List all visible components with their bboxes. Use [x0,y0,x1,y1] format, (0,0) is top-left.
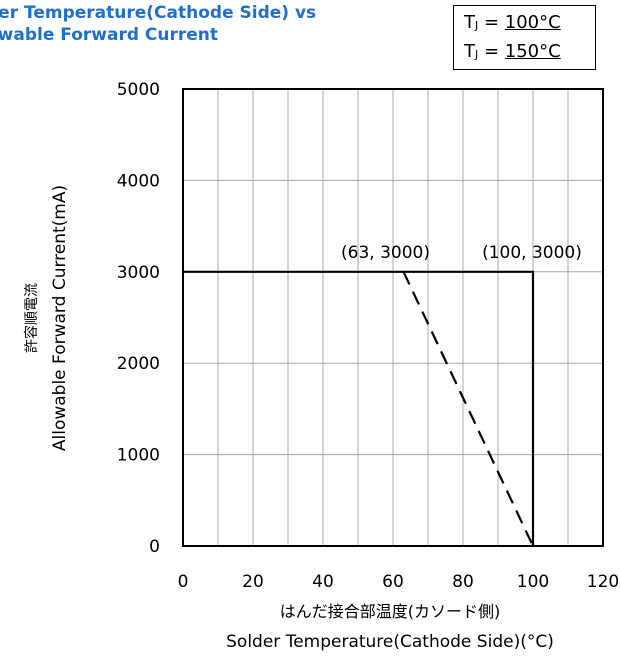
legend: TJ = 100°C TJ = 150°C [453,5,596,70]
series-line-2-dashed [402,271,534,547]
x-tick-label-100: 100 [517,572,549,592]
y-tick-label-5000: 5000 [117,80,160,100]
x-tick-label-80: 80 [452,572,474,592]
grid-lines [183,89,603,546]
y-tick-label-1000: 1000 [117,446,160,466]
legend-entry-2-eq: = [478,41,505,62]
legend-entry-1-sub: J [475,19,479,32]
series-line-1-solid [183,270,535,546]
x-tick-label-0: 0 [178,572,189,592]
x-tick-label-120: 120 [587,572,619,592]
y-tick-labels: 0 1000 2000 3000 4000 5000 [117,80,160,557]
x-axis-label: Solder Temperature(Cathode Side)(°C) [226,632,554,652]
legend-entry-1-value: 100°C [504,12,561,33]
x-tick-label-40: 40 [312,572,334,592]
annotations: (63, 3000) (100, 3000) [341,243,582,263]
chart-title-line-2: owable Forward Current [0,25,219,45]
annotation-1: (63, 3000) [341,243,430,263]
x-tick-label-20: 20 [242,572,264,592]
y-tick-label-0: 0 [149,537,160,557]
legend-entry-2-value: 150°C [504,41,561,62]
x-tick-label-60: 60 [382,572,404,592]
x-tick-labels: 0 20 40 60 80 100 120 [178,572,620,592]
legend-entry-1: TJ = 100°C [464,12,561,33]
legend-entry-2-sub: J [475,48,479,61]
legend-entry-2: TJ = 150°C [464,41,561,62]
x-axis-label-jp: はんだ接合部温度(カソード側) [280,602,501,621]
series-layer [183,270,535,547]
legend-entry-1-eq: = [478,12,505,33]
y-axis-label-jp: 許容順電流 [23,283,40,353]
chart-title-line-1: der Temperature(Cathode Side) vs [0,3,317,23]
y-tick-label-2000: 2000 [117,354,160,374]
y-tick-label-4000: 4000 [117,171,160,191]
y-tick-label-3000: 3000 [117,263,160,283]
annotation-2: (100, 3000) [482,243,582,263]
plot-frame [182,88,604,547]
chart-title: der Temperature(Cathode Side) vs owable … [0,2,446,46]
y-axis-label: Allowable Forward Current(mA) [50,185,70,451]
legend-entry-2-prefix: T [464,41,475,62]
legend-entry-1-prefix: T [464,12,475,33]
